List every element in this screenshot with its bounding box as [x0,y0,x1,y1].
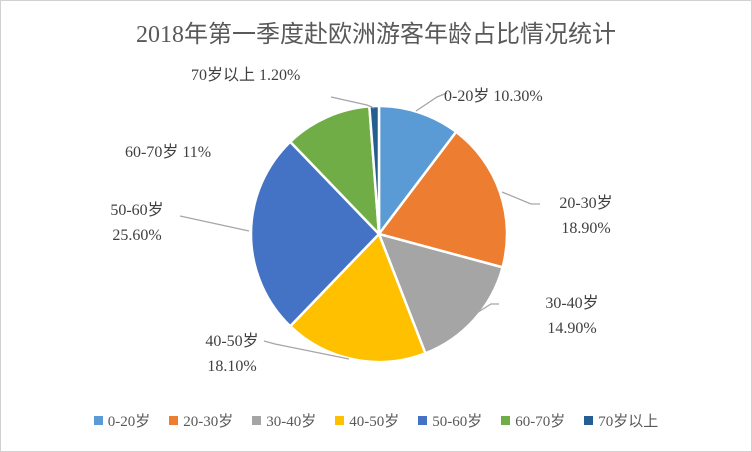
legend-swatch-icon [93,416,103,425]
data-label-50-60-value: 25.60% [112,227,162,244]
leader-line-5 [179,215,250,232]
legend-item-40-50[interactable]: 40-50岁 [335,410,399,431]
data-label-40-50-value: 18.10% [207,358,257,375]
legend-item-60-70[interactable]: 60-70岁 [501,410,565,431]
legend-swatch-icon [252,416,262,425]
leader-line-4 [263,340,350,360]
pie-slice-1[interactable] [377,104,458,236]
legend-label: 40-50岁 [349,414,400,430]
pie-slice-2[interactable] [377,130,509,269]
data-label-40-50: 40-50岁 18.10% [182,329,282,379]
data-label-50-60: 50-60岁 25.60% [87,198,187,248]
legend-swatch-icon [169,416,179,425]
legend-swatch-icon [418,416,428,425]
leader-line-7 [330,96,375,109]
legend-label: 20-30岁 [183,414,234,430]
legend-swatch-icon [501,416,511,425]
leader-line-2 [501,191,540,205]
legend-label: 70岁以上 [598,414,659,430]
data-label-50-60-name: 50-60岁 [110,202,164,219]
legend-label: 50-60岁 [432,414,483,430]
legend-label: 30-40岁 [266,414,317,430]
chart-title: 2018年第一季度赴欧洲游客年龄占比情况统计 [136,22,616,48]
data-label-60-70: 60-70岁 11% [125,144,212,161]
legend-label: 60-70岁 [515,414,566,430]
legend-swatch-icon [584,416,594,425]
data-label-30-40: 30-40岁 14.90% [522,291,622,341]
data-label-0-20: 0-20岁 10.30% [444,88,543,105]
legend-swatch-icon [335,416,345,425]
chart-legend: 0-20岁 20-30岁 30-40岁 40-50岁 50-60岁 60-70岁… [1,410,751,431]
data-label-30-40-value: 14.90% [547,320,597,337]
data-label-30-40-name: 30-40岁 [545,295,599,312]
pie-slice-3[interactable] [377,232,504,355]
legend-label: 0-20岁 [107,414,151,430]
legend-item-50-60[interactable]: 50-60岁 [418,410,482,431]
data-label-70plus: 70岁以上 1.20% [191,67,301,84]
pie-slice-4[interactable] [288,232,427,364]
legend-item-0-20[interactable]: 0-20岁 [93,410,151,431]
legend-item-20-30[interactable]: 20-30岁 [169,410,233,431]
data-label-40-50-name: 40-50岁 [205,333,259,350]
data-label-20-30-name: 20-30岁 [559,195,613,212]
pie-slice-6[interactable] [288,105,381,236]
legend-item-70plus[interactable]: 70岁以上 [584,410,658,431]
data-label-20-30: 20-30岁 18.90% [536,191,636,241]
pie-slice-5[interactable] [249,140,381,328]
leader-line-3 [466,303,499,320]
data-label-20-30-value: 18.90% [561,220,611,237]
legend-item-30-40[interactable]: 30-40岁 [252,410,316,431]
leader-line-1 [415,92,448,112]
